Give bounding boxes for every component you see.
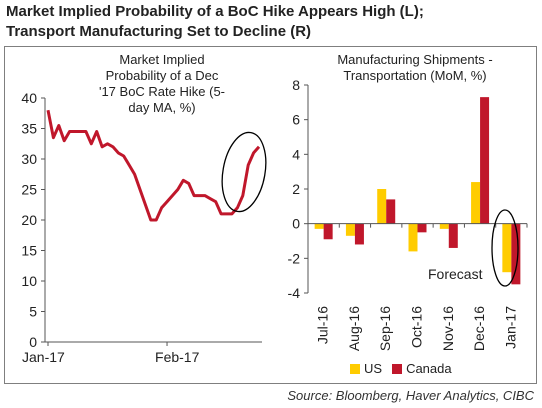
right-title-line: Transportation (MoM, %) <box>343 68 487 83</box>
right-y-tick-label: 2 <box>292 181 300 197</box>
left-x-tick-label: Feb-17 <box>155 349 200 365</box>
right-annotation-ellipse <box>491 209 519 287</box>
left-panel-title: Market Implied Probability of a Dec '17 … <box>72 52 252 116</box>
legend-label-canada: Canada <box>406 361 452 376</box>
chart-title-line2: Transport Manufacturing Set to Decline (… <box>6 23 312 40</box>
left-y-tick-label: 0 <box>29 334 37 350</box>
right-x-tick-label: Aug-16 <box>346 306 362 351</box>
right-x-tick-label: Jan-17 <box>502 306 518 349</box>
bar-us-sep-16 <box>377 189 387 224</box>
bar-us-aug-16 <box>345 223 355 236</box>
bar-canada-jul-16 <box>323 223 333 240</box>
left-y-tick-label: 15 <box>21 243 37 259</box>
left-y-tick-label: 5 <box>29 304 37 320</box>
left-y-tick-label: 30 <box>21 151 37 167</box>
right-y-tick-label: 0 <box>292 216 300 232</box>
left-title-line: Market Implied <box>119 52 205 67</box>
right-panel-title: Manufacturing Shipments - Transportation… <box>300 52 530 84</box>
right-y-tick-label: 6 <box>292 112 300 128</box>
legend-label-us: US <box>364 361 383 376</box>
left-x-tick-label: Jan-17 <box>22 349 65 365</box>
bar-canada-oct-16 <box>417 223 427 233</box>
bar-canada-nov-16 <box>448 223 458 248</box>
bar-us-nov-16 <box>439 223 449 229</box>
left-title-line: Probability of a Dec <box>105 68 219 83</box>
bar-us-oct-16 <box>408 223 418 252</box>
chart-title: Market Implied Probability of a BoC Hike… <box>6 2 536 42</box>
bar-us-jan-17 <box>502 223 512 273</box>
legend: US Canada <box>350 361 462 376</box>
left-y-tick-label: 25 <box>21 182 37 198</box>
bar-canada-dec-16 <box>480 97 490 224</box>
right-x-tick-label: Jul-16 <box>315 306 331 344</box>
left-y-tick-label: 10 <box>21 273 37 289</box>
right-x-tick-label: Oct-16 <box>409 306 425 348</box>
source-note: Source: Bloomberg, Haver Analytics, CIBC <box>287 388 534 403</box>
right-y-tick-label: 8 <box>292 77 300 93</box>
legend-swatch-us <box>350 363 360 374</box>
right-x-tick-label: Dec-16 <box>471 306 487 351</box>
forecast-label: Forecast <box>428 266 483 282</box>
bar-us-jul-16 <box>314 223 324 229</box>
left-title-line: '17 BoC Rate Hike (5- <box>98 84 226 99</box>
left-y-tick-label: 40 <box>21 90 37 106</box>
bar-canada-aug-16 <box>354 223 364 245</box>
left-y-tick-label: 20 <box>21 212 37 228</box>
legend-swatch-canada <box>392 363 403 374</box>
legend-item-us: US <box>350 361 382 376</box>
left-title-line: day MA, %) <box>128 100 196 115</box>
left-annotation-ellipse <box>221 131 267 213</box>
right-y-tick-label: 4 <box>292 146 300 162</box>
right-title-line: Manufacturing Shipments - <box>337 52 493 67</box>
right-x-tick-label: Sep-16 <box>377 306 393 351</box>
bar-us-dec-16 <box>471 182 481 224</box>
chart-frame <box>4 46 537 384</box>
bar-canada-jan-17 <box>511 223 521 285</box>
left-y-tick-label: 35 <box>21 121 37 137</box>
legend-item-canada: Canada <box>392 361 452 376</box>
right-x-tick-label: Nov-16 <box>440 306 456 351</box>
bar-canada-sep-16 <box>386 199 396 224</box>
left-series-line <box>46 109 261 222</box>
chart-title-line1: Market Implied Probability of a BoC Hike… <box>6 3 424 20</box>
right-y-tick-label: -2 <box>288 250 301 266</box>
right-y-tick-label: -4 <box>288 285 301 301</box>
